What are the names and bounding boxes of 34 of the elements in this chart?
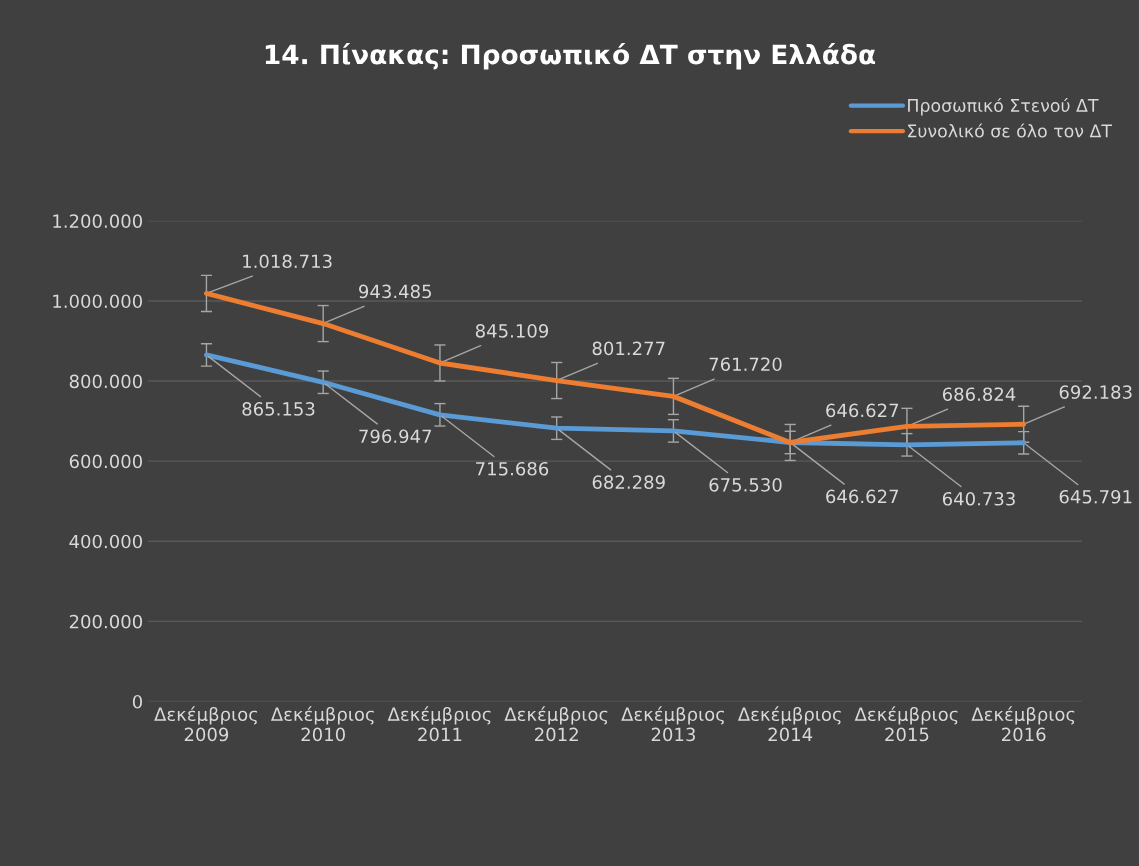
y-tick-label: 1.000.000 [53, 294, 143, 309]
x-tick-label: Δεκέμβριος 2015 [854, 706, 958, 742]
data-label: 682.289 [592, 475, 665, 489]
data-label: 692.183 [1059, 385, 1132, 399]
x-tick-label: Δεκέμβριος 2009 [154, 706, 258, 742]
data-label: 796.947 [359, 429, 432, 444]
x-tick-label: Δεκέμβριος 2013 [621, 706, 725, 742]
data-label: 865.153 [242, 402, 315, 416]
data-label: 943.485 [359, 284, 431, 299]
y-tick-label: 600.000 [69, 454, 143, 469]
legend-label: Συνολικό σε όλο τον ΔΤ [908, 123, 1113, 138]
y-tick-label: 800.000 [69, 374, 143, 389]
data-label: 715.686 [476, 461, 549, 476]
data-label: 645.791 [1059, 489, 1132, 504]
data-label: 646.627 [826, 489, 899, 504]
data-label: 761.720 [709, 357, 782, 372]
x-tick-label: Δεκέμβριος 2011 [387, 706, 491, 742]
data-label: 686.824 [942, 387, 1016, 402]
data-label: 640.733 [942, 491, 1015, 506]
legend-label: Προσωπικό Στενού ΔΤ [908, 97, 1099, 116]
y-tick-label: 1.200.000 [53, 214, 143, 228]
x-tick-label: Δεκέμβριος 2012 [504, 706, 608, 742]
x-tick-label: Δεκέμβριος 2010 [270, 706, 374, 742]
chart-title: 14. Πίνακας: Προσωπικό ΔΤ στην Ελλάδα [265, 42, 876, 70]
y-tick-label: 0 [132, 694, 143, 709]
data-label: 675.530 [709, 478, 782, 492]
y-tick-label: 400.000 [69, 534, 143, 549]
x-tick-label: Δεκέμβριος 2016 [971, 706, 1075, 742]
data-label: 845.109 [475, 324, 549, 338]
data-label: 646.627 [826, 403, 899, 418]
x-tick-label: Δεκέμβριος 2014 [737, 706, 841, 742]
data-label: 801.277 [592, 341, 665, 356]
data-label: 1.018.713 [243, 254, 332, 269]
y-tick-label: 200.000 [69, 614, 143, 629]
